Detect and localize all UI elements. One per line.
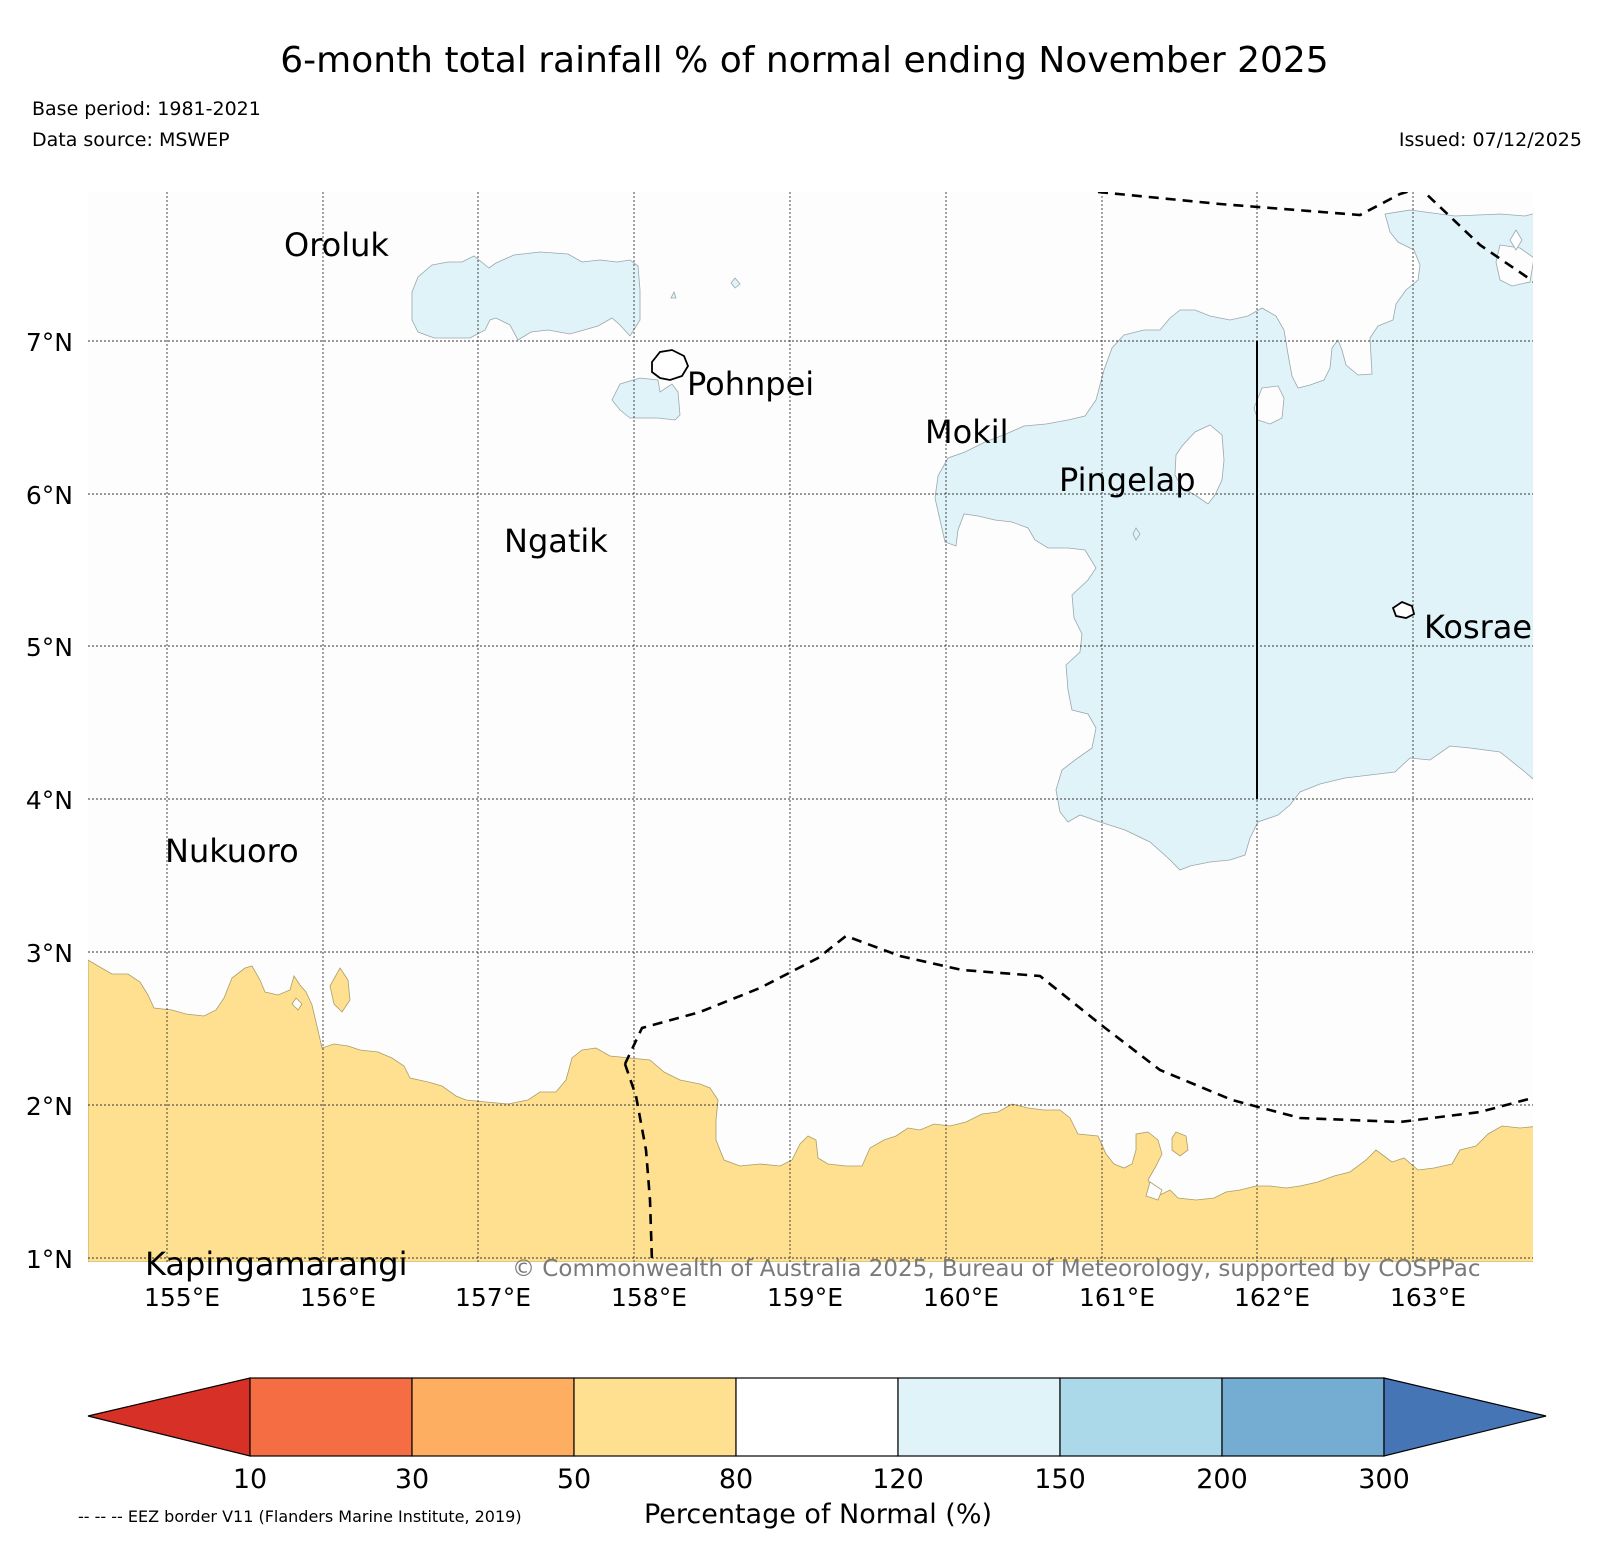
colorbar-segment: [573, 1377, 737, 1457]
kosrae-island: [1391, 600, 1416, 619]
place-label-pingelap: Pingelap: [1059, 461, 1196, 499]
place-label-mokil: Mokil: [925, 413, 1009, 451]
lat-label: 4°N: [26, 786, 73, 815]
region-hole-6: [1145, 1181, 1163, 1201]
lon-label: 157°E: [455, 1283, 531, 1312]
lon-label: 156°E: [300, 1283, 376, 1312]
region-50-80-isle-1: [329, 967, 351, 1013]
rainfall-regions: [88, 209, 1533, 1262]
pohnpei-island: [651, 349, 690, 381]
region-speck-2: [670, 290, 677, 299]
lon-label: 163°E: [1390, 1283, 1466, 1312]
place-label-ngatik: Ngatik: [504, 522, 608, 560]
eez-border-north: [1097, 192, 1533, 283]
eez-borders: [623, 192, 1533, 1262]
lon-label: 160°E: [923, 1283, 999, 1312]
place-label-nukuoro: Nukuoro: [165, 832, 299, 870]
colorbar-tick-label: 10: [233, 1464, 267, 1495]
colorbar-ticks: 10 30 50 80 120 150 200 300: [233, 1464, 1410, 1495]
colorbar: [87, 1377, 1547, 1457]
issued-date: Issued: 07/12/2025: [1398, 129, 1582, 151]
colorbar-segment: [897, 1377, 1061, 1457]
eez-border-south: [623, 934, 1533, 1124]
colorbar-tick-label: 120: [872, 1464, 924, 1495]
map-gridlines: [88, 192, 1533, 1262]
lat-label: 7°N: [26, 328, 73, 357]
eez-legend-note: -- -- -- EEZ border V11 (Flanders Marine…: [78, 1507, 522, 1526]
data-source: Data source: MSWEP: [32, 129, 230, 151]
latitude-axis: 1°N 2°N 3°N 4°N 5°N 6°N 7°N: [26, 328, 73, 1274]
region-hole-4: [1509, 229, 1523, 251]
lon-label: 161°E: [1079, 1283, 1155, 1312]
base-period: Base period: 1981-2021: [32, 98, 261, 120]
map-title: 6-month total rainfall % of normal endin…: [280, 40, 1329, 81]
colorbar-under-triangle: [87, 1377, 251, 1457]
colorbar-segment: [411, 1377, 575, 1457]
lon-label: 162°E: [1234, 1283, 1310, 1312]
place-label-kosrae: Kosrae: [1424, 608, 1532, 646]
region-speck-3: [1132, 527, 1141, 541]
region-120-150-north: [411, 251, 641, 341]
colorbar-tick-label: 50: [557, 1464, 591, 1495]
colorbar-tick-label: 200: [1196, 1464, 1248, 1495]
place-labels: Oroluk Pohnpei Mokil Pingelap Ngatik Kos…: [145, 226, 1532, 1283]
region-hole-1: [1174, 424, 1225, 505]
colorbar-segment: [735, 1377, 899, 1457]
region-50-80-south: [88, 959, 1533, 1262]
region-hole-5: [291, 997, 303, 1011]
lat-label: 2°N: [26, 1092, 73, 1121]
longitude-axis: 155°E 156°E 157°E 158°E 159°E 160°E 161°…: [144, 1283, 1466, 1312]
colorbar-segment: [1059, 1377, 1223, 1457]
colorbar-tick-label: 300: [1358, 1464, 1410, 1495]
place-label-kapingamarangi: Kapingamarangi: [145, 1245, 407, 1283]
colorbar-segment: [1221, 1377, 1385, 1457]
eez-border-west: [623, 1063, 654, 1262]
colorbar-over-triangle: [1383, 1377, 1547, 1457]
colorbar-tick-label: 80: [719, 1464, 753, 1495]
region-hole-2: [1253, 385, 1285, 425]
region-50-80-isle-2: [1171, 1131, 1189, 1157]
lon-label: 159°E: [767, 1283, 843, 1312]
region-speck-1: [730, 277, 741, 289]
lat-label: 3°N: [26, 939, 73, 968]
lat-label: 1°N: [26, 1245, 73, 1274]
lon-label: 158°E: [611, 1283, 687, 1312]
region-120-150-east: [934, 209, 1533, 871]
lat-label: 5°N: [26, 633, 73, 662]
place-label-oroluk: Oroluk: [284, 226, 389, 264]
copyright-notice: © Commonwealth of Australia 2025, Bureau…: [512, 1256, 1481, 1282]
lat-label: 6°N: [26, 481, 73, 510]
colorbar-tick-label: 150: [1034, 1464, 1086, 1495]
region-120-150-pohnpei: [611, 377, 681, 421]
colorbar-tick-label: 30: [395, 1464, 429, 1495]
lon-label: 155°E: [144, 1283, 220, 1312]
colorbar-label: Percentage of Normal (%): [644, 1499, 992, 1530]
place-label-pohnpei: Pohnpei: [687, 365, 814, 403]
colorbar-segment: [249, 1377, 413, 1457]
